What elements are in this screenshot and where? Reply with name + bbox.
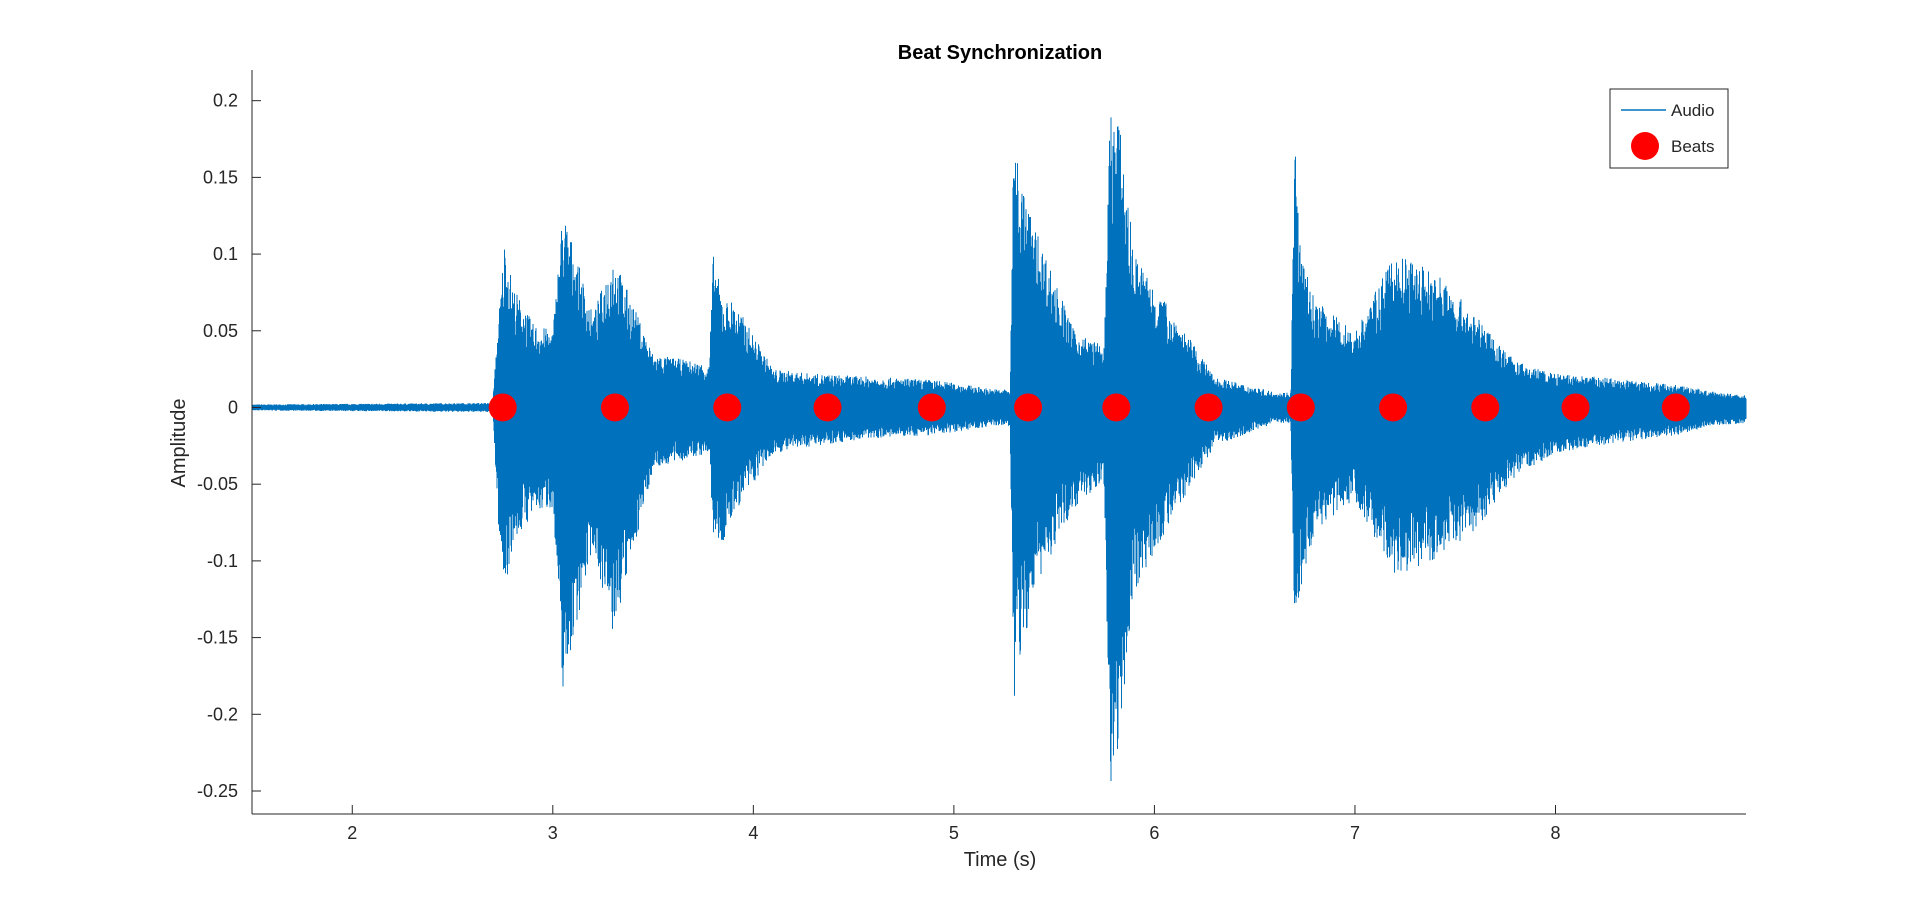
legend-beats-label: Beats [1671,137,1714,156]
beat-marker [488,393,517,422]
beat-marker [813,393,842,422]
x-tick-label: 4 [748,823,758,843]
y-tick-label: -0.15 [197,628,238,648]
beat-marker [1194,393,1223,422]
legend: Audio Beats [1609,88,1729,169]
beat-marker [1286,393,1315,422]
y-tick-label: 0.1 [213,244,238,264]
beat-marker [917,393,946,422]
y-tick-label: -0.25 [197,781,238,801]
y-tick-label: -0.1 [207,551,238,571]
chart-title: Beat Synchronization [898,42,1102,64]
y-tick-label: -0.05 [197,474,238,494]
x-tick-label: 8 [1550,823,1560,843]
y-tick-label: 0.2 [213,91,238,111]
beat-markers [488,393,1690,422]
y-tick-label: 0 [228,397,238,417]
x-tick-label: 2 [347,823,357,843]
beat-marker [1014,393,1043,422]
beat-marker [1379,393,1408,422]
beat-marker [1561,393,1590,422]
beat-marker [713,393,742,422]
beat-marker [600,393,629,422]
tick-marks: 2 3 4 5 6 7 8 0.2 0.15 0.1 0.05 0 -0.05 -0.1 -0.15 -0.2… [197,91,1561,843]
beat-marker [1102,393,1131,422]
y-axis-label: Amplitude [168,399,190,488]
legend-beats-swatch [1631,132,1659,160]
y-tick-label: -0.2 [207,704,238,724]
legend-box [1609,88,1729,169]
beat-marker [1471,393,1500,422]
legend-audio-label: Audio [1671,101,1714,120]
x-tick-label: 3 [548,823,558,843]
axes [251,70,1746,815]
x-axis-label: Time (s) [964,849,1037,871]
y-tick-label: 0.15 [203,167,238,187]
y-tick-label: 0.05 [203,321,238,341]
x-tick-label: 7 [1350,823,1360,843]
x-tick-label: 6 [1149,823,1159,843]
x-tick-label: 5 [949,823,959,843]
beat-marker [1661,393,1690,422]
